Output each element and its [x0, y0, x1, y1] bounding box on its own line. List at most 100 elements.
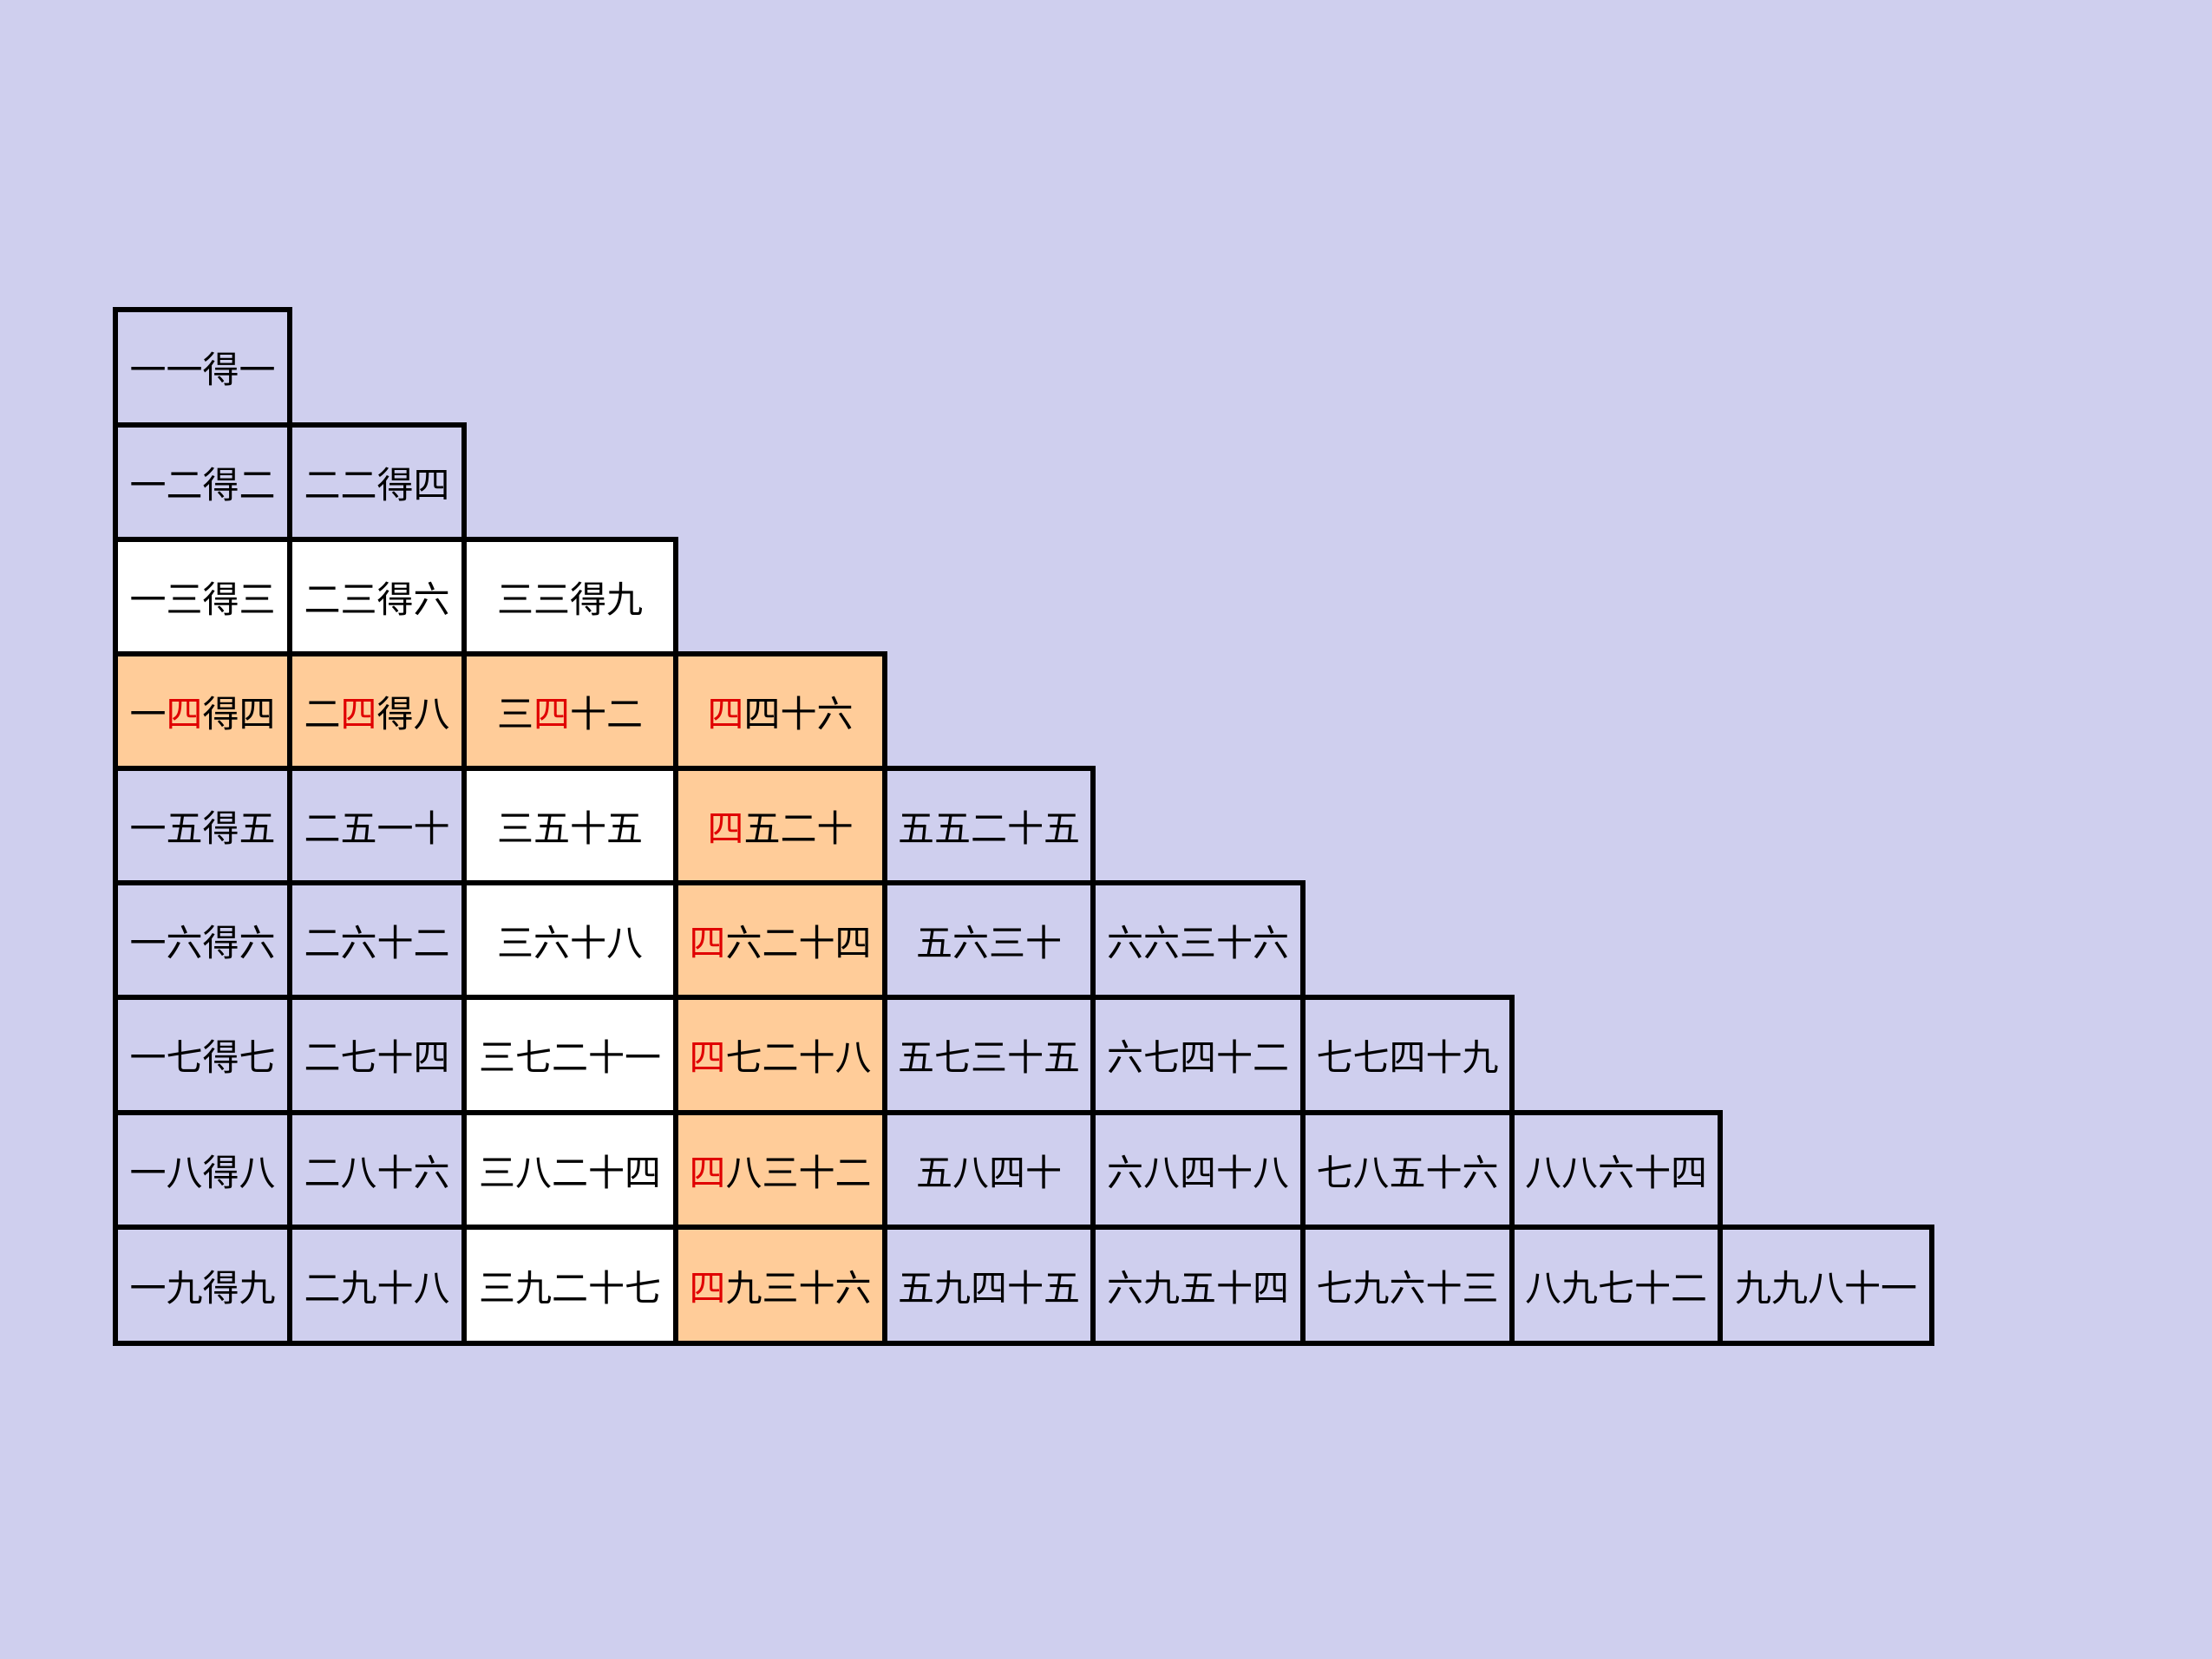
- table-cell: 一九得九: [113, 1225, 292, 1346]
- table-cell: 五八四十: [882, 1110, 1096, 1230]
- table-cell: 一一得一: [113, 307, 292, 428]
- table-cell: 二八十六: [287, 1110, 467, 1230]
- cell-text: 五八四十: [915, 1151, 1062, 1194]
- table-cell: 三五十五: [461, 766, 678, 885]
- table-cell: 三九二十七: [461, 1225, 678, 1346]
- cell-text: 五六三十: [915, 921, 1062, 964]
- cell-text: 二三得六: [304, 578, 450, 621]
- table-cell: 八八六十四: [1509, 1110, 1723, 1230]
- cell-text: 五二十: [743, 807, 854, 850]
- table-cell: 七七四十九: [1300, 995, 1515, 1115]
- table-cell: 六八四十八: [1090, 1110, 1306, 1230]
- cell-text: 三九二十七: [478, 1266, 661, 1310]
- table-cell: 五六三十: [882, 880, 1096, 1000]
- cell-text: 二: [304, 692, 341, 735]
- table-cell: 一八得八: [113, 1110, 292, 1230]
- table-cell: 八九七十二: [1509, 1225, 1723, 1346]
- cell-text: 二二得四: [304, 463, 450, 506]
- table-cell: 二九十八: [287, 1225, 467, 1346]
- table-cell: 六九五十四: [1090, 1225, 1306, 1346]
- table-cell: 二二得四: [287, 422, 467, 542]
- cell-text: 五五二十五: [897, 807, 1080, 850]
- table-cell: 一六得六: [113, 880, 292, 1000]
- table-cell: 三七二十一: [461, 995, 678, 1115]
- table-cell: 三四十二: [461, 651, 678, 771]
- table-cell: 四四十六: [673, 651, 887, 771]
- cell-text: 二九十八: [304, 1266, 450, 1310]
- table-cell: 二六十二: [287, 880, 467, 1000]
- cell-text: 五九四十五: [897, 1266, 1080, 1310]
- cell-text: 一八得八: [129, 1151, 276, 1194]
- table-cell: 三六十八: [461, 880, 678, 1000]
- table-cell: 四六二十四: [673, 880, 887, 1000]
- table-cell: 五九四十五: [882, 1225, 1096, 1346]
- cell-text: 九九八十一: [1734, 1266, 1917, 1310]
- cell-text: 一九得九: [129, 1266, 276, 1310]
- table-cell: 一二得二: [113, 422, 292, 542]
- table-cell: 四九三十六: [673, 1225, 887, 1346]
- highlight-factor: 四: [533, 692, 570, 735]
- cell-text: 一七得七: [129, 1036, 276, 1079]
- table-cell: 二七十四: [287, 995, 467, 1115]
- cell-text: 六七四十二: [1106, 1036, 1289, 1079]
- cell-text: 三三得九: [496, 578, 643, 621]
- cell-text: 三七二十一: [478, 1036, 661, 1079]
- cell-text: 三: [496, 692, 533, 735]
- cell-text: 六九五十四: [1106, 1266, 1289, 1310]
- cell-text: 七八五十六: [1316, 1151, 1499, 1194]
- cell-text: 二七十四: [304, 1036, 450, 1079]
- table-cell: 一四得四: [113, 651, 292, 771]
- table-cell: 六七四十二: [1090, 995, 1306, 1115]
- cell-text: 七七四十九: [1316, 1036, 1499, 1079]
- cell-text: 八八六十四: [1524, 1151, 1707, 1194]
- cell-text: 四十六: [743, 692, 854, 735]
- cell-text: 二八十六: [304, 1151, 450, 1194]
- highlight-factor: 四: [689, 1151, 726, 1194]
- table-cell: 四七二十八: [673, 995, 887, 1115]
- table-cell: 七八五十六: [1300, 1110, 1515, 1230]
- table-cell: 一五得五: [113, 766, 292, 885]
- cell-text: 六二十四: [725, 921, 872, 964]
- table-cell: 四五二十: [673, 766, 887, 885]
- highlight-factor: 四: [689, 921, 726, 964]
- table-cell: 七九六十三: [1300, 1225, 1515, 1346]
- table-cell: 二三得六: [287, 537, 467, 656]
- cell-text: 九三十六: [725, 1266, 872, 1310]
- cell-text: 三八二十四: [478, 1151, 661, 1194]
- highlight-factor: 四: [689, 1036, 726, 1079]
- cell-text: 三五十五: [496, 807, 643, 850]
- table-cell: 一七得七: [113, 995, 292, 1115]
- table-cell: 一三得三: [113, 537, 292, 656]
- cell-text: 八三十二: [725, 1151, 872, 1194]
- table-cell: 六六三十六: [1090, 880, 1306, 1000]
- cell-text: 一五得五: [129, 807, 276, 850]
- cell-text: 一一得一: [129, 349, 276, 391]
- highlight-factor: 四: [689, 1266, 726, 1310]
- highlight-factor: 四: [707, 692, 744, 735]
- cell-text: 一三得三: [129, 578, 276, 621]
- cell-text: 六六三十六: [1106, 921, 1289, 964]
- table-cell: 五七三十五: [882, 995, 1096, 1115]
- highlight-factor: 四: [707, 807, 744, 850]
- cell-text: 三六十八: [496, 921, 643, 964]
- table-cell: 三八二十四: [461, 1110, 678, 1230]
- table-cell: 五五二十五: [882, 766, 1096, 885]
- highlight-factor: 四: [166, 692, 203, 735]
- cell-text: 得四: [202, 692, 276, 735]
- cell-text: 八九七十二: [1524, 1266, 1707, 1310]
- cell-text: 七九六十三: [1316, 1266, 1499, 1310]
- table-cell: 四八三十二: [673, 1110, 887, 1230]
- cell-text: 六八四十八: [1106, 1151, 1289, 1194]
- cell-text: 一六得六: [129, 921, 276, 964]
- cell-text: 二五一十: [304, 807, 450, 850]
- cell-text: 得八: [376, 692, 450, 735]
- cell-text: 十二: [570, 692, 644, 735]
- table-cell: 二四得八: [287, 651, 467, 771]
- cell-text: 五七三十五: [897, 1036, 1080, 1079]
- table-cell: 二五一十: [287, 766, 467, 885]
- cell-text: 二六十二: [304, 921, 450, 964]
- cell-text: 一: [129, 692, 167, 735]
- cell-text: 一二得二: [129, 463, 276, 506]
- table-cell: 九九八十一: [1718, 1225, 1934, 1346]
